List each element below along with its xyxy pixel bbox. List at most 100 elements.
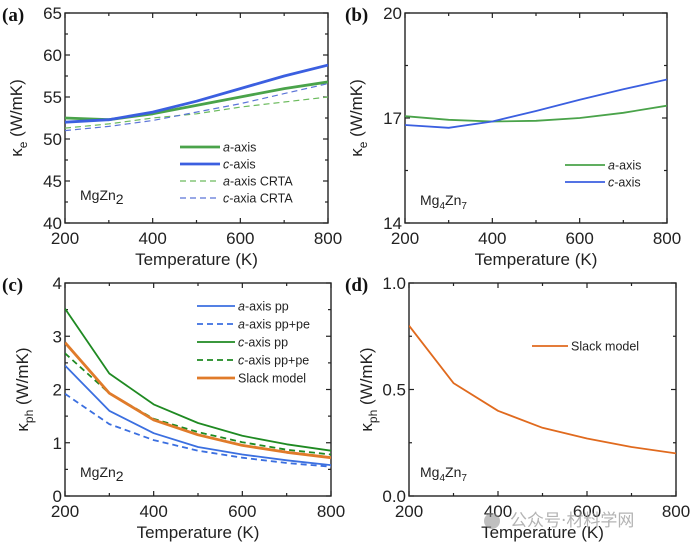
x-tick-label: 600	[573, 502, 601, 521]
panel-label: (d)	[345, 275, 368, 296]
series-line-c-axis	[65, 63, 328, 124]
series-line-a-axis-crta	[65, 96, 328, 129]
x-tick-label: 800	[662, 502, 690, 521]
panel-c: 200 400 600 800 0 1 2 3 4 Temperature (K) κph (W/m…	[2, 274, 345, 542]
material-annotation: MgZn2	[80, 187, 124, 207]
legend-entry-italic: c	[223, 158, 230, 172]
watermark-logo-icon	[484, 513, 500, 529]
x-tick-label: 200	[51, 502, 79, 521]
y-tick-label: 4	[53, 274, 62, 293]
legend-entry-italic: c	[238, 354, 245, 368]
material-sub2: 7	[461, 201, 467, 212]
legend-entry: a-axis CRTA	[223, 175, 293, 189]
material-sub1: 4	[439, 473, 445, 484]
y-axis-label-subscript: e	[16, 141, 30, 148]
x-axis-label: Temperature (K)	[137, 523, 260, 542]
legend-entry: a-axis pp	[238, 300, 289, 314]
y-axis-label-subscript: e	[356, 141, 370, 148]
x-tick-label: 200	[395, 502, 423, 521]
x-tick-label: 800	[653, 229, 681, 248]
legend-entry: Slack model	[571, 340, 639, 354]
y-tick-label: 17	[383, 109, 402, 128]
y-axis-label-symbol: κ	[13, 423, 32, 432]
x-tick-label: 200	[391, 229, 419, 248]
legend-entry-italic: c	[238, 336, 245, 350]
y-axis-label-symbol: κ	[347, 148, 366, 157]
legend-entry-text: -axis	[614, 176, 640, 190]
y-axis-label-subscript: ph	[22, 410, 36, 423]
legend: a-axis ppa-axis pp+pec-axis ppc-axis pp+…	[197, 300, 310, 386]
material-annotation: Mg4Zn7	[420, 464, 467, 484]
x-tick-label: 600	[226, 229, 254, 248]
x-tick-label: 400	[478, 229, 506, 248]
material-sub1: 2	[116, 191, 124, 207]
x-tick-label: 200	[51, 229, 79, 248]
material-sub1: 4	[439, 201, 445, 212]
y-tick-label: 40	[43, 214, 62, 233]
y-axis-label: κph (W/mK)	[13, 347, 36, 431]
y-axis-label-unit: (W/mK)	[7, 79, 26, 141]
y-tick-label: 1	[53, 434, 62, 453]
legend-entry: c-axis	[608, 176, 641, 190]
legend-entry-text: -axis	[230, 141, 256, 155]
legend-entry-text: -axis pp	[245, 300, 289, 314]
x-tick-label: 800	[317, 502, 345, 521]
legend-entry-text: -axis pp+pe	[244, 354, 309, 368]
y-axis-label-subscript: ph	[366, 410, 380, 423]
series-line-c-axis-pp	[65, 308, 331, 452]
legend-entry: c-axis pp	[238, 336, 288, 350]
y-tick-label: 3	[53, 327, 62, 346]
legend-entry-text: Slack model	[238, 372, 306, 386]
x-tick-label: 600	[228, 502, 256, 521]
legend-entry: a-axis	[223, 141, 256, 155]
y-tick-label: 50	[43, 130, 62, 149]
panel-a: 200 400 600 800 40 45 50 55 60 65 Temperature (K) κ…	[2, 4, 342, 269]
y-axis-label: κph (W/mK)	[357, 347, 380, 431]
y-axis-label-unit: (W/mK)	[13, 347, 32, 409]
y-tick-label: 45	[43, 172, 62, 191]
material-annotation: Mg4Zn7	[420, 192, 467, 212]
y-tick-label: 0.5	[382, 381, 406, 400]
legend-entry: Slack model	[238, 372, 306, 386]
legend-entry-italic: a	[223, 175, 230, 189]
y-axis-label-unit: (W/mK)	[347, 79, 366, 141]
x-tick-label: 600	[565, 229, 593, 248]
series-line-a-axis-pp	[65, 364, 331, 466]
series-line-slack-model	[409, 325, 676, 455]
y-axis-label: κe (W/mK)	[7, 79, 30, 157]
series-line-c-axis	[405, 78, 667, 129]
panel-label: (a)	[2, 5, 24, 26]
y-axis-label-unit: (W/mK)	[357, 347, 376, 409]
x-axis-label: Temperature (K)	[475, 250, 598, 269]
legend-entry: c-axis pp+pe	[238, 354, 309, 368]
x-tick-label: 800	[314, 229, 342, 248]
y-tick-label: 0.0	[382, 487, 406, 506]
legend-entry-text: -axis	[229, 158, 255, 172]
legend-entry-text: -axis pp+pe	[245, 318, 310, 332]
legend-entry-italic: c	[608, 176, 615, 190]
x-axis-label: Temperature (K)	[481, 523, 604, 542]
material-sub1: 2	[116, 468, 124, 484]
legend-entry-text: -axis pp	[244, 336, 288, 350]
material-sub2: 7	[461, 473, 467, 484]
y-tick-label: 65	[43, 4, 62, 23]
legend-entry: a-axis pp+pe	[238, 318, 310, 332]
legend-entry-text: -axis	[615, 159, 641, 173]
panel-label: (c)	[2, 275, 23, 296]
series-line-c-axia-crta	[65, 83, 328, 132]
material-annotation: MgZn2	[80, 464, 124, 484]
y-tick-label: 60	[43, 46, 62, 65]
legend-entry-italic: c	[223, 192, 230, 206]
legend-entry-italic: a	[608, 159, 615, 173]
y-axis-label: κe (W/mK)	[347, 79, 370, 157]
panel-label: (b)	[345, 5, 368, 26]
legend-entry-text: -axia CRTA	[229, 192, 293, 206]
material-base: MgZn	[80, 187, 116, 203]
legend-entry-italic: a	[238, 318, 245, 332]
legend-entry-text: Slack model	[571, 340, 639, 354]
legend-entry: a-axis	[608, 159, 641, 173]
y-tick-label: 0	[53, 487, 62, 506]
